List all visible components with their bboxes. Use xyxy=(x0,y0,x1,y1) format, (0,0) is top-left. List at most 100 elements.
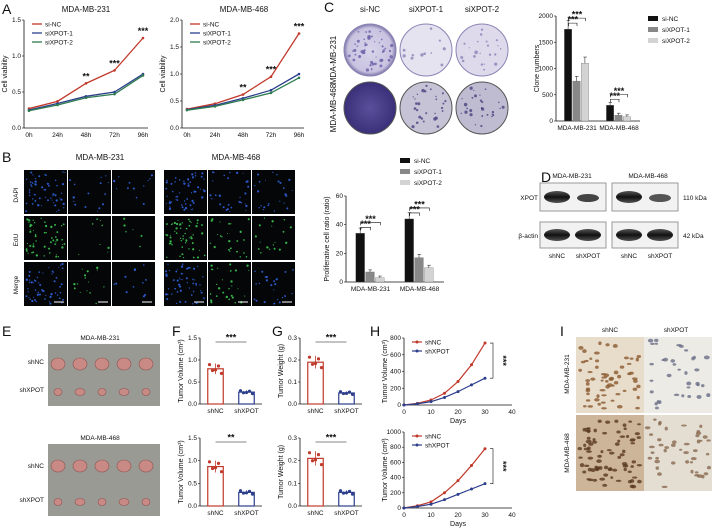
H2-xtick-label: 20 xyxy=(454,512,462,519)
nucleus xyxy=(73,183,76,186)
ihc-nucleus xyxy=(612,344,618,348)
nucleus xyxy=(25,248,28,251)
nucleus xyxy=(34,280,37,282)
G2-dot xyxy=(341,491,346,495)
nucleus xyxy=(179,278,181,280)
nucleus xyxy=(190,192,193,194)
ihc-nucleus xyxy=(583,443,587,448)
nucleus xyxy=(217,287,221,290)
ihc-nucleus xyxy=(699,424,703,428)
ihc-nucleus xyxy=(692,355,696,360)
nucleus xyxy=(239,256,241,258)
G2-ylabel: Tumor Weight (g) xyxy=(278,445,285,499)
nucleus xyxy=(271,220,274,223)
colony xyxy=(460,112,462,115)
band-468-shxpot-actin xyxy=(647,229,673,241)
nucleus xyxy=(36,293,39,296)
H2-xlabel: Days xyxy=(450,521,466,528)
nucleus xyxy=(190,236,192,238)
colony xyxy=(463,102,468,107)
ihc-nucleus xyxy=(662,357,669,362)
nucleus xyxy=(245,209,247,211)
ihc-nucleus xyxy=(611,384,615,387)
ihc-nucleus xyxy=(657,400,662,405)
nucleus xyxy=(28,189,31,191)
ihc-nucleus xyxy=(684,349,689,352)
H1-point xyxy=(483,341,487,345)
nucleus xyxy=(50,292,53,296)
A1-ytick-label: 1.5 xyxy=(12,17,21,24)
ihc-nucleus xyxy=(586,436,591,440)
colony xyxy=(363,49,366,52)
nucleus xyxy=(143,264,145,266)
nucleus xyxy=(45,232,47,234)
nucleus xyxy=(74,203,77,206)
nucleus xyxy=(61,225,63,227)
nucleus xyxy=(47,199,49,202)
nucleus xyxy=(29,279,31,281)
nucleus xyxy=(263,301,266,304)
tumor-shnc xyxy=(94,357,110,371)
colony xyxy=(423,52,427,56)
A1-point xyxy=(84,82,88,85)
nucleus xyxy=(27,291,29,293)
ihc-nucleus xyxy=(649,379,654,382)
nucleus xyxy=(257,173,260,176)
nucleus xyxy=(229,263,232,266)
G2-xtick-label: shNC xyxy=(307,510,324,517)
nucleus xyxy=(34,183,37,186)
nucleus xyxy=(254,270,256,273)
A2-point xyxy=(297,72,301,76)
ihc-nucleus xyxy=(601,376,607,379)
ihc-nucleus xyxy=(695,434,700,438)
nucleus xyxy=(273,302,276,305)
nucleus xyxy=(272,244,275,246)
nucleus xyxy=(57,209,60,211)
A2-legend-label: siXPOT-2 xyxy=(203,40,231,47)
nucleus xyxy=(203,189,206,193)
ihc-nucleus xyxy=(658,443,664,447)
colony xyxy=(474,124,477,126)
nucleus xyxy=(285,194,288,197)
A1-sig: *** xyxy=(109,58,120,68)
ihc-nucleus xyxy=(582,470,587,474)
nucleus xyxy=(169,236,172,239)
colony xyxy=(375,56,377,58)
colony xyxy=(384,47,387,50)
b-title-468: MDA-MB-468 xyxy=(212,153,261,162)
nucleus xyxy=(181,263,184,266)
nucleus xyxy=(189,220,191,223)
i-row-231: MDA-MB-231 xyxy=(564,354,571,394)
H1-point xyxy=(443,391,446,395)
nucleus xyxy=(219,235,222,237)
edu-col-label: si-NC xyxy=(38,163,55,170)
nucleus xyxy=(27,288,29,290)
ihc-nucleus xyxy=(623,427,627,431)
F1-dot xyxy=(250,392,255,396)
C-sig: *** xyxy=(568,15,579,25)
ihc-nucleus xyxy=(586,446,591,451)
nucleus xyxy=(191,242,194,245)
ihc-nucleus xyxy=(703,355,710,360)
colony xyxy=(363,38,366,41)
colony xyxy=(436,125,440,128)
nucleus xyxy=(216,283,218,286)
nucleus xyxy=(166,223,168,225)
C-legend-label: siXPOT-2 xyxy=(662,38,690,45)
colony xyxy=(418,115,422,119)
nucleus xyxy=(214,194,217,197)
nucleus xyxy=(188,248,190,250)
nucleus xyxy=(273,210,276,212)
ihc-nucleus xyxy=(664,446,669,449)
nucleus xyxy=(34,178,37,180)
nucleus xyxy=(182,256,185,259)
ihc-nucleus xyxy=(703,472,709,476)
nucleus xyxy=(265,179,267,181)
nucleus xyxy=(196,256,200,259)
nucleus xyxy=(230,270,232,272)
ihc-nucleus xyxy=(623,467,627,472)
ihc-nucleus xyxy=(596,459,602,463)
H2-legend-marker xyxy=(415,434,419,438)
nucleus xyxy=(184,182,186,184)
nucleus xyxy=(84,205,87,208)
